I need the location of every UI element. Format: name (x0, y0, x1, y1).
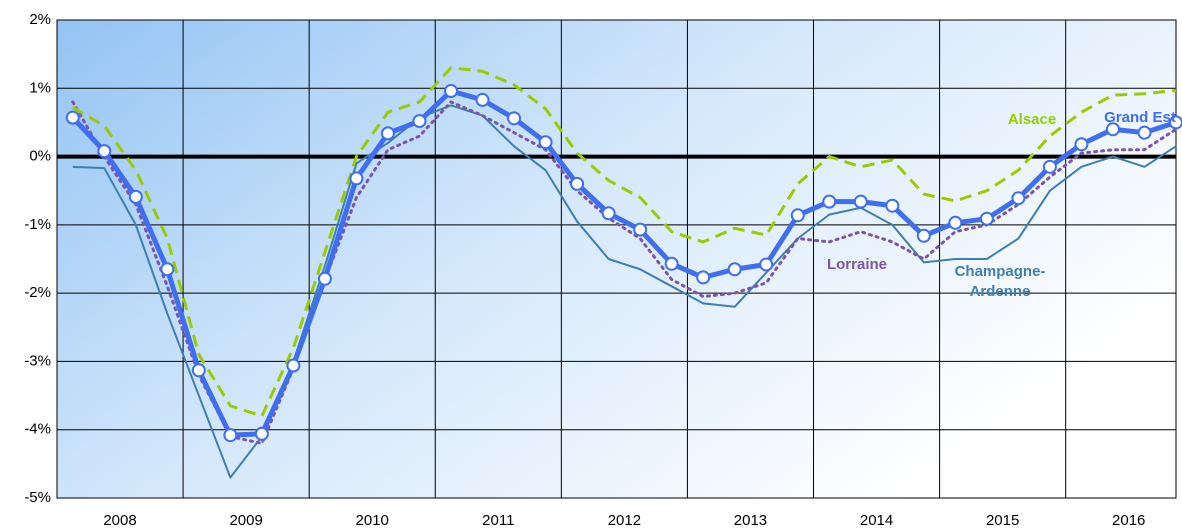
x-tick-label: 2011 (482, 512, 514, 529)
data-point (412, 114, 427, 129)
data-point (1169, 115, 1182, 130)
data-point (1137, 125, 1152, 140)
y-tick-label: 0% (29, 148, 51, 165)
data-point (223, 428, 238, 443)
data-point (1074, 137, 1089, 152)
data-point (160, 262, 175, 277)
x-tick-label: 2009 (229, 512, 262, 529)
y-tick-label: 1% (29, 79, 51, 96)
x-tick-label: 2010 (356, 512, 389, 529)
series-label: Grand Est (1104, 109, 1176, 126)
series-line (72, 66, 1177, 418)
data-point (853, 194, 868, 209)
series-label: Champagne-Ardenne (954, 263, 1046, 300)
data-point (444, 84, 459, 99)
x-tick-label: 2008 (103, 512, 136, 529)
data-point (1042, 159, 1057, 174)
data-point (885, 198, 900, 213)
x-tick-label: 2014 (860, 512, 893, 529)
data-point (601, 206, 616, 221)
data-point (538, 135, 553, 150)
data-point (97, 144, 112, 159)
data-point (286, 358, 301, 373)
y-tick-label: -2% (24, 284, 51, 301)
series-label: Alsace (1007, 111, 1057, 128)
data-point (759, 257, 774, 272)
data-point (948, 215, 963, 230)
data-point (1105, 122, 1120, 137)
data-point (380, 126, 395, 141)
x-tick-label: 2013 (734, 512, 767, 529)
data-point (822, 194, 837, 209)
data-point (507, 111, 522, 126)
y-tick-label: -1% (24, 216, 51, 233)
series-label: Lorraine (826, 256, 887, 273)
plot-background (57, 20, 1176, 498)
data-point (191, 363, 206, 378)
data-point (65, 110, 80, 125)
data-point (128, 189, 143, 204)
data-point (633, 222, 648, 237)
data-point (317, 271, 332, 286)
data-point (916, 228, 931, 243)
x-tick-label: 2012 (608, 512, 641, 529)
plot-border (56, 19, 1177, 499)
y-tick-label: -5% (24, 489, 51, 506)
y-tick-label: -3% (24, 352, 51, 369)
data-point (790, 208, 805, 223)
x-tick-label: 2015 (986, 512, 1019, 529)
data-point (696, 270, 711, 285)
x-tick-label: 2016 (1112, 512, 1145, 529)
data-point (727, 262, 742, 277)
data-point (979, 211, 994, 226)
data-point (1011, 191, 1026, 206)
data-point (475, 92, 490, 107)
data-point (349, 171, 364, 186)
y-tick-label: -4% (24, 421, 51, 438)
data-point (664, 256, 679, 271)
y-tick-label: 2% (29, 11, 51, 28)
data-point (254, 426, 269, 441)
data-point (570, 176, 585, 191)
